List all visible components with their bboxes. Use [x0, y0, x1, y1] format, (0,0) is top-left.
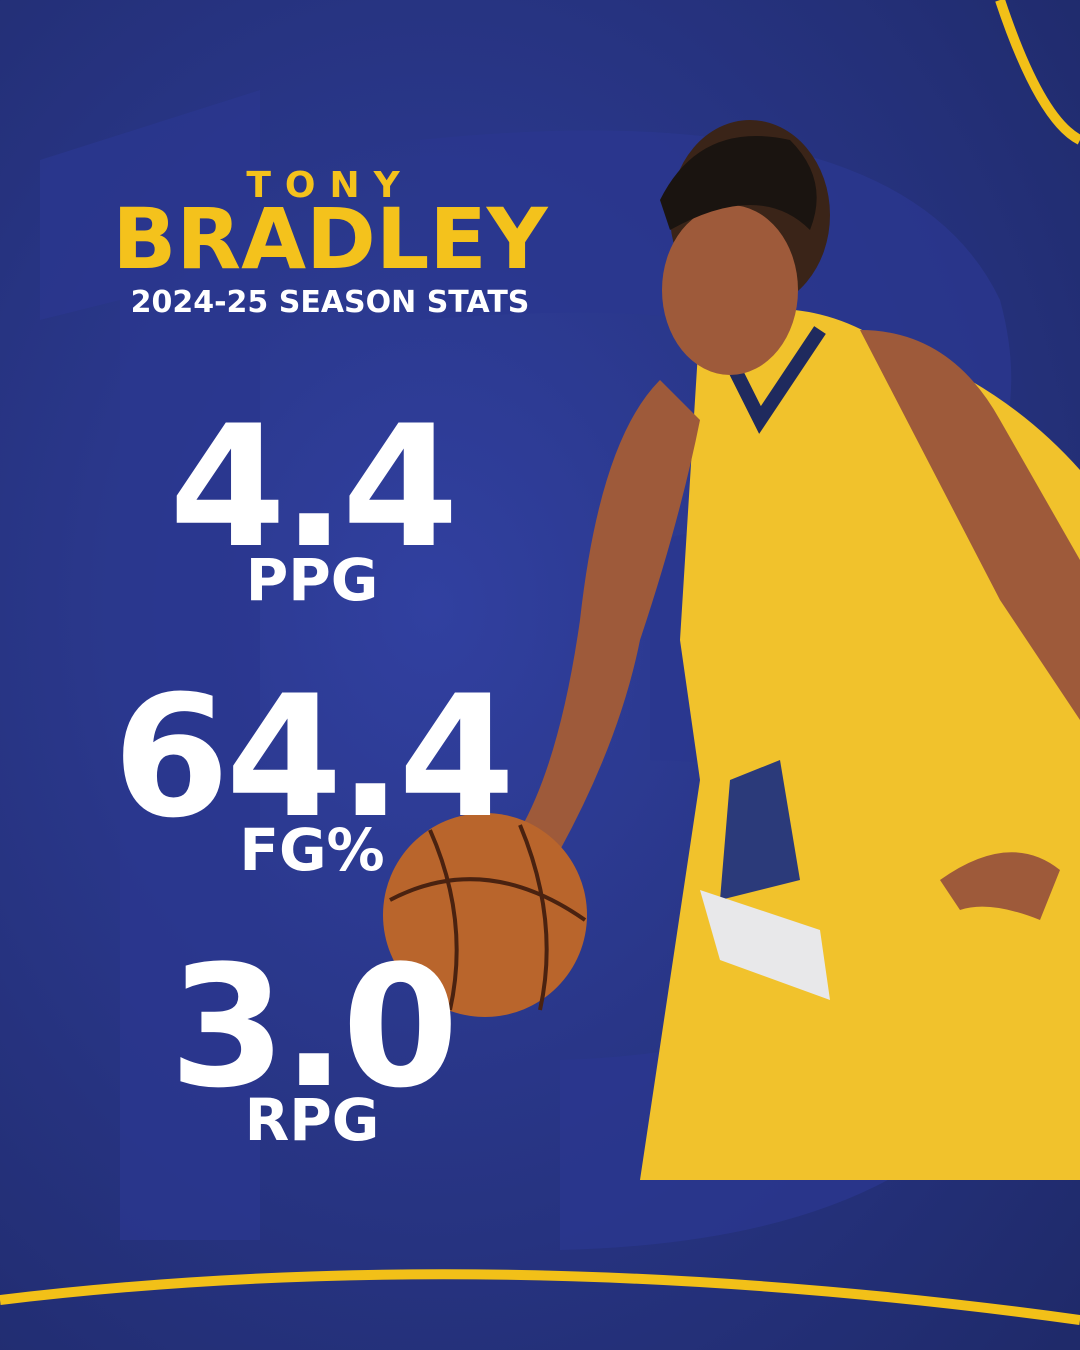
stat-value: 4.4: [169, 389, 455, 585]
first-name: TONY: [246, 165, 413, 206]
decor-curve: [995, 0, 1080, 145]
stat-label: FG%: [239, 816, 384, 884]
subtitle: 2024-25 SEASON STATS: [131, 285, 530, 320]
last-name: BRADLEY: [112, 190, 548, 288]
stat-value: 64.4: [113, 659, 512, 855]
stat-label: RPG: [245, 1086, 380, 1154]
stat-value: 3.0: [169, 929, 455, 1125]
decor-curve: [0, 1269, 1080, 1325]
player-photo: [383, 120, 1080, 1180]
stat-label: PPG: [246, 546, 379, 614]
